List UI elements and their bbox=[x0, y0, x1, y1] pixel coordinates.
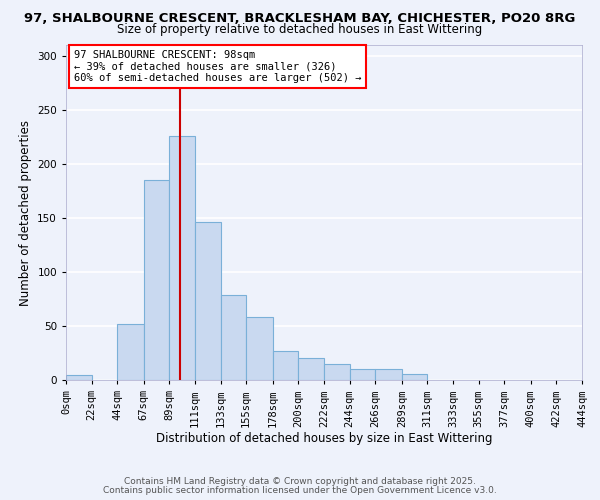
Bar bbox=[144, 180, 169, 380]
Text: 97 SHALBOURNE CRESCENT: 98sqm
← 39% of detached houses are smaller (326)
60% of : 97 SHALBOURNE CRESCENT: 98sqm ← 39% of d… bbox=[74, 50, 361, 83]
Text: Contains public sector information licensed under the Open Government Licence v3: Contains public sector information licen… bbox=[103, 486, 497, 495]
X-axis label: Distribution of detached houses by size in East Wittering: Distribution of detached houses by size … bbox=[156, 432, 492, 445]
Bar bbox=[273, 351, 298, 380]
Bar bbox=[117, 324, 144, 380]
Bar bbox=[375, 369, 402, 380]
Text: Contains HM Land Registry data © Crown copyright and database right 2025.: Contains HM Land Registry data © Crown c… bbox=[124, 477, 476, 486]
Bar bbox=[402, 374, 427, 380]
Y-axis label: Number of detached properties: Number of detached properties bbox=[19, 120, 32, 306]
Bar bbox=[246, 318, 273, 380]
Text: Size of property relative to detached houses in East Wittering: Size of property relative to detached ho… bbox=[118, 22, 482, 36]
Bar bbox=[298, 358, 324, 380]
Bar bbox=[169, 136, 195, 380]
Bar bbox=[324, 364, 350, 380]
Bar bbox=[350, 369, 375, 380]
Text: 97, SHALBOURNE CRESCENT, BRACKLESHAM BAY, CHICHESTER, PO20 8RG: 97, SHALBOURNE CRESCENT, BRACKLESHAM BAY… bbox=[25, 12, 575, 26]
Bar bbox=[195, 222, 221, 380]
Bar bbox=[66, 374, 92, 380]
Bar bbox=[221, 294, 246, 380]
